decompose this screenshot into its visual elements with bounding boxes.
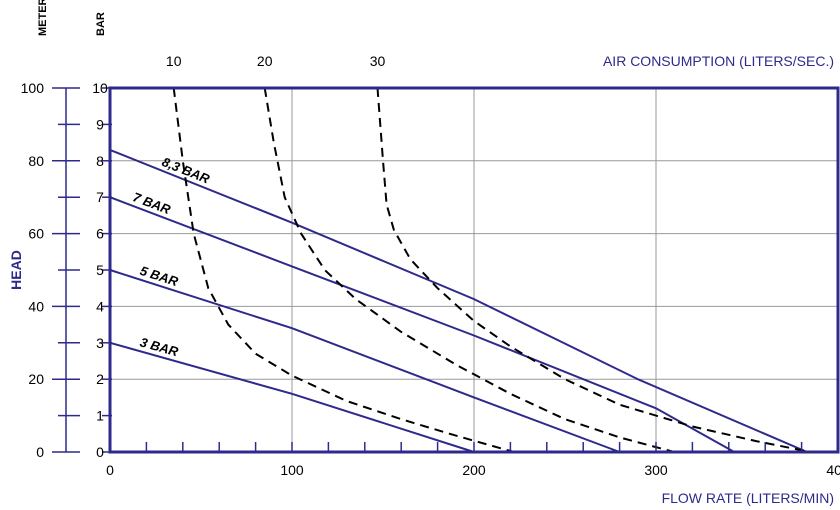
pressure-curve-line [109, 196, 735, 453]
pressure-curve-line [109, 269, 620, 453]
meters-tick-label: 100 [21, 80, 45, 96]
meters-tick-label: 40 [28, 298, 44, 314]
meters-tick-label: 80 [28, 153, 44, 169]
pressure-curve-line [109, 341, 475, 453]
meters-tick-label: 60 [28, 226, 44, 242]
meters-tick-label: 0 [36, 444, 44, 460]
curves [109, 87, 811, 453]
air-consumption-curve-line [376, 87, 811, 453]
bar-tick-label: 10 [92, 80, 108, 96]
bar-tick-label: 7 [96, 189, 104, 205]
bar-tick-label: 6 [96, 226, 104, 242]
meters-axis-title: METERS [37, 0, 49, 36]
air-consumption-tick-label: 20 [257, 53, 273, 69]
air-consumption-tick-label: 10 [166, 53, 182, 69]
bar-tick-label: 0 [96, 444, 104, 460]
axes [52, 86, 840, 454]
bar-axis-title: BAR [95, 12, 107, 36]
air-consumption-curve-line [172, 87, 515, 453]
bar-tick-label: 8 [96, 153, 104, 169]
x-tick-label: 400 [826, 462, 840, 478]
air-consumption-title: AIR CONSUMPTION (LITERS/SEC.) [603, 53, 834, 69]
air-consumption-curve-line [263, 87, 675, 453]
bar-tick-label: 3 [96, 335, 104, 351]
bar-tick-label: 5 [96, 262, 104, 278]
air-consumption-tick-label: 30 [370, 53, 386, 69]
bar-tick-label: 4 [96, 298, 104, 314]
bar-tick-label: 1 [96, 408, 104, 424]
head-axis-title: HEAD [8, 250, 24, 290]
flow-rate-title: FLOW RATE (LITERS/MIN) [662, 490, 834, 506]
grid [110, 88, 838, 452]
x-tick-label: 300 [644, 462, 668, 478]
x-tick-label: 100 [280, 462, 304, 478]
meters-tick-label: 20 [28, 371, 44, 387]
bar-tick-label: 9 [96, 116, 104, 132]
x-tick-label: 200 [462, 462, 486, 478]
bar-tick-label: 2 [96, 371, 104, 387]
pressure-curve-line [109, 148, 808, 453]
x-tick-label: 0 [106, 462, 114, 478]
